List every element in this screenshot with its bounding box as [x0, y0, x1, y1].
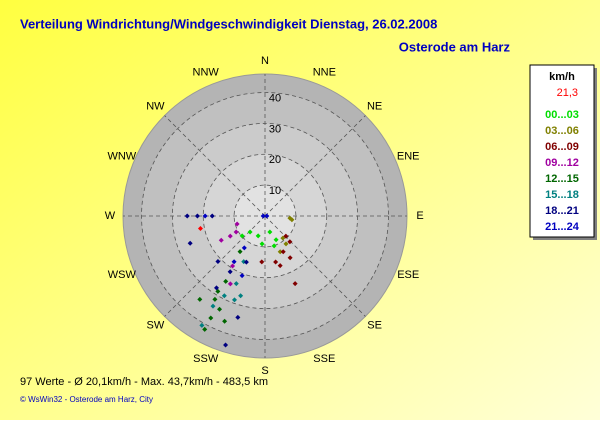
legend-entry: 12...15 — [545, 173, 579, 185]
spoke — [164, 115, 266, 217]
data-point — [283, 233, 289, 239]
data-point — [227, 269, 233, 275]
direction-label: ESE — [397, 269, 419, 281]
data-point — [239, 233, 245, 239]
spoke — [264, 115, 366, 217]
data-point — [233, 281, 239, 287]
data-point — [197, 296, 203, 302]
direction-label: NW — [146, 100, 165, 112]
data-point — [223, 278, 229, 284]
direction-label: NNE — [313, 67, 336, 79]
direction-label: ENE — [397, 151, 420, 163]
footer-stats: 97 Werte - Ø 20,1km/h - Max. 43,7km/h - … — [20, 376, 268, 388]
legend-current: 21,3 — [557, 87, 578, 99]
data-point — [230, 263, 236, 269]
data-point — [231, 259, 237, 265]
direction-label: WSW — [108, 269, 137, 281]
chart-title: Verteilung Windrichtung/Windgeschwindigk… — [20, 16, 437, 31]
direction-label: W — [105, 210, 116, 222]
data-point — [260, 213, 266, 219]
direction-label: S — [261, 365, 268, 377]
data-point — [283, 241, 289, 247]
footer-credit: © WsWin32 - Osterode am Harz, City — [20, 395, 153, 404]
data-point — [218, 237, 224, 243]
data-point — [247, 229, 253, 235]
data-point — [273, 237, 279, 243]
data-point — [280, 249, 286, 255]
data-point — [223, 342, 229, 348]
data-point — [222, 318, 228, 324]
data-point — [199, 322, 205, 328]
data-point — [233, 229, 239, 235]
direction-label: SSW — [193, 353, 219, 365]
data-point — [184, 213, 190, 219]
data-point — [264, 213, 270, 219]
data-point — [237, 249, 243, 255]
direction-label: NE — [367, 100, 382, 112]
legend-entry: 18...21 — [545, 205, 579, 217]
data-point — [287, 239, 293, 245]
data-point — [208, 315, 214, 321]
r-tick-label: 10 — [269, 185, 281, 197]
data-point — [209, 213, 215, 219]
legend-entry: 06...09 — [545, 141, 579, 153]
data-point — [231, 297, 237, 303]
data-point — [227, 233, 233, 239]
data-point — [234, 221, 240, 227]
spoke — [264, 215, 366, 317]
data-point — [210, 303, 216, 309]
legend-entry: 00...03 — [545, 109, 579, 121]
data-point — [235, 314, 241, 320]
data-point — [292, 281, 298, 287]
chart-subtitle: Osterode am Harz — [399, 39, 511, 54]
legend-entry: 21...24 — [545, 221, 580, 233]
data-point — [194, 213, 200, 219]
legend-entry: 03...06 — [545, 125, 579, 137]
data-point — [259, 241, 265, 247]
data-point — [243, 259, 249, 265]
data-point — [221, 293, 227, 299]
data-point — [259, 259, 265, 265]
data-point — [239, 273, 245, 279]
direction-label: NNW — [193, 67, 220, 79]
data-point — [267, 229, 273, 235]
direction-label: E — [416, 210, 423, 222]
data-point — [273, 259, 279, 265]
data-point — [213, 285, 219, 291]
data-point — [215, 258, 221, 264]
data-point — [202, 213, 208, 219]
data-point — [277, 249, 283, 255]
r-tick-label: 40 — [269, 92, 281, 104]
data-point — [277, 263, 283, 269]
direction-label: N — [261, 55, 269, 67]
data-point — [289, 217, 295, 223]
legend-box — [529, 64, 595, 238]
data-point — [227, 281, 233, 287]
data-point — [241, 245, 247, 251]
direction-label: SE — [367, 320, 382, 332]
legend-entry: 15...18 — [545, 189, 579, 201]
legend-title: km/h — [549, 71, 575, 83]
data-point — [212, 296, 218, 302]
data-point — [202, 326, 208, 332]
direction-label: SW — [147, 320, 165, 332]
data-point — [287, 255, 293, 261]
data-point — [255, 233, 261, 239]
direction-label: SSE — [313, 353, 335, 365]
current-point — [197, 226, 203, 232]
legend-entry: 09...12 — [545, 157, 579, 169]
data-point — [238, 293, 244, 299]
r-tick-label: 30 — [269, 123, 281, 135]
direction-label: WNW — [107, 151, 136, 163]
data-point — [187, 240, 193, 246]
data-point — [271, 243, 277, 249]
data-point — [217, 306, 223, 312]
r-tick-label: 20 — [269, 154, 281, 166]
